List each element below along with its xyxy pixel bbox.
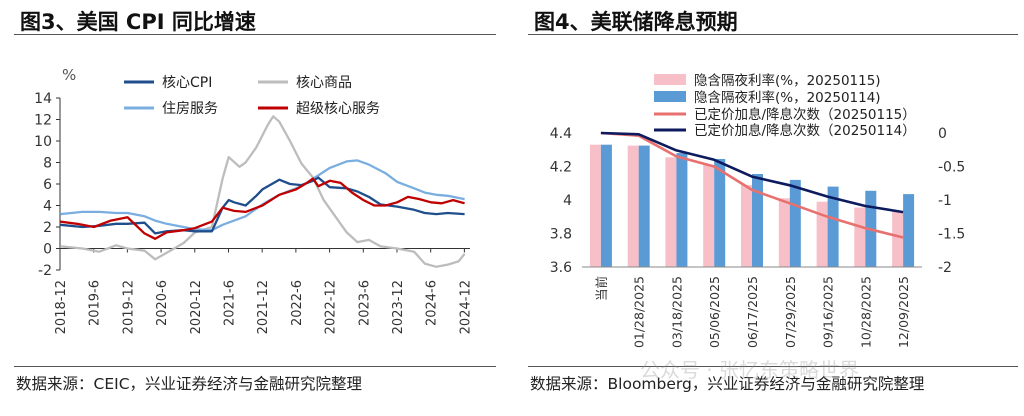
title-divider xyxy=(528,34,1018,35)
source-divider xyxy=(528,366,1018,367)
bar-1 xyxy=(714,159,726,267)
x-tick-label: 2019-12 xyxy=(121,280,136,334)
x-tick-label: 2021-6 xyxy=(222,280,237,326)
y-tick-label: 14 xyxy=(34,91,52,107)
bar-0 xyxy=(816,201,828,267)
bar-0 xyxy=(778,198,790,267)
y-left-tick-label: 4.4 xyxy=(550,126,572,142)
title-divider xyxy=(14,34,496,35)
source-note: 数据来源：Bloomberg，兴业证券经济与金融研究院整理 xyxy=(530,372,924,394)
legend-swatch xyxy=(654,74,686,85)
y-right-tick-label: -0.5 xyxy=(938,160,965,176)
x-tick-label: 2023-12 xyxy=(391,280,406,334)
bar-0 xyxy=(892,210,904,267)
y-right-tick-label: -1 xyxy=(938,193,952,209)
x-tick-label: 2019-6 xyxy=(88,280,103,326)
legend-label: 隐含隔夜利率(%，20250114) xyxy=(694,89,881,106)
y-right-tick-label: -1.5 xyxy=(938,227,965,243)
cpi-line-chart: % -2 0 2 4 6 8 10 12 14 2018-12 2019-6 2019-12 2020-6… xyxy=(34,66,473,334)
x-tick-label: 09/16/2025 xyxy=(821,276,836,348)
bar-0 xyxy=(854,207,866,267)
bar-1 xyxy=(827,186,839,267)
x-tick-label: 2023-6 xyxy=(357,280,372,326)
chart-panel-us-cpi: 图3、美国 CPI 同比增速 % -2 0 2 4 6 8 10 12 14 2018-12 2019… xyxy=(0,0,502,416)
x-tick-label: 2021-12 xyxy=(256,280,271,334)
x-tick-label: 10/28/2025 xyxy=(858,276,873,348)
bar-0 xyxy=(589,144,601,267)
bar-0 xyxy=(627,145,639,267)
legend-swatch xyxy=(654,91,686,102)
y-tick-label: 10 xyxy=(34,134,52,150)
y-right-tick-label: 0 xyxy=(938,126,947,142)
bar-1 xyxy=(638,145,650,267)
legend-label: 核心CPI xyxy=(162,75,212,91)
bar-1 xyxy=(789,179,801,267)
watermark: 公众号 · 张忆东策略世界 xyxy=(640,358,860,382)
legend-label: 超级核心服务 xyxy=(296,101,380,117)
bar-1 xyxy=(676,153,688,267)
x-tick-label: 03/18/2025 xyxy=(669,276,684,348)
y-unit-label: % xyxy=(62,66,76,84)
y-tick-label: -2 xyxy=(38,263,52,279)
y-left-tick-label: 3.6 xyxy=(550,260,572,276)
fed-expectation-combo-chart: 3.6 3.8 4 4.2 4.4 -2 -1.5 -1 -0.5 0 当前 01/28/2025 03… xyxy=(550,72,966,348)
source-text: CEIC，兴业证券经济与金融研究院整理 xyxy=(93,375,363,393)
chart-title: 图3、美国 CPI 同比增速 xyxy=(20,10,256,34)
x-tick-label: 2020-12 xyxy=(189,280,204,334)
y-right-tick-label: -2 xyxy=(938,260,952,276)
bar-0 xyxy=(741,184,752,267)
series-line-2 xyxy=(600,131,904,239)
source-label: 数据来源： xyxy=(16,375,94,393)
y-tick-label: 6 xyxy=(43,177,52,193)
series-line-3 xyxy=(600,131,904,214)
source-note: 数据来源：CEIC，兴业证券经济与金融研究院整理 xyxy=(16,372,362,394)
source-label: 数据来源： xyxy=(530,375,608,393)
source-text: Bloomberg，兴业证券经济与金融研究院整理 xyxy=(607,375,925,393)
bar-1 xyxy=(752,174,763,267)
y-left-tick-label: 3.8 xyxy=(550,227,572,243)
x-tick-label: 06/17/2025 xyxy=(745,276,760,348)
bar-1 xyxy=(600,144,612,267)
x-tick-label: 2020-6 xyxy=(155,280,170,326)
x-tick-label: 07/29/2025 xyxy=(783,276,798,348)
bar-0 xyxy=(665,157,677,267)
y-tick-label: 8 xyxy=(43,156,52,172)
series-line-1 xyxy=(60,115,466,268)
chart-panel-fed-cut-expectations: 图4、美联储降息预期 3.6 3.8 4 4.2 4.4 -2 -1.5 -1 -0.5 0 当前 0… xyxy=(514,0,1024,416)
legend-label: 核心商品 xyxy=(296,75,352,91)
series-line-0 xyxy=(60,176,465,235)
source-divider xyxy=(14,366,496,367)
x-tick-label: 2022-6 xyxy=(290,280,305,326)
legend-label: 已定价加息/降息次数（20250114） xyxy=(694,122,916,139)
y-tick-label: 4 xyxy=(43,199,52,215)
legend-label: 住房服务 xyxy=(162,101,218,117)
x-tick-label: 当前 xyxy=(594,276,609,301)
x-tick-label: 01/28/2025 xyxy=(632,276,647,348)
x-tick-label: 2018-12 xyxy=(54,280,69,334)
legend-label: 已定价加息/降息次数（20250115） xyxy=(694,106,916,123)
y-tick-label: 0 xyxy=(43,242,52,258)
x-tick-label: 05/06/2025 xyxy=(707,276,722,348)
x-tick-label: 2024-12 xyxy=(458,280,473,334)
series-line-3 xyxy=(60,177,465,240)
x-tick-label: 12/09/2025 xyxy=(896,276,911,348)
x-tick-label: 2024-6 xyxy=(425,280,440,326)
y-tick-label: 2 xyxy=(43,220,52,236)
y-left-tick-label: 4.2 xyxy=(550,160,572,176)
legend-label: 隐含隔夜利率(%，20250115) xyxy=(694,72,881,89)
bar-1 xyxy=(903,194,915,267)
x-tick-label: 2022-12 xyxy=(324,280,339,334)
chart-title: 图4、美联储降息预期 xyxy=(534,10,738,34)
y-tick-label: 12 xyxy=(34,113,52,129)
y-left-tick-label: 4 xyxy=(563,193,572,209)
bar-0 xyxy=(703,164,715,267)
